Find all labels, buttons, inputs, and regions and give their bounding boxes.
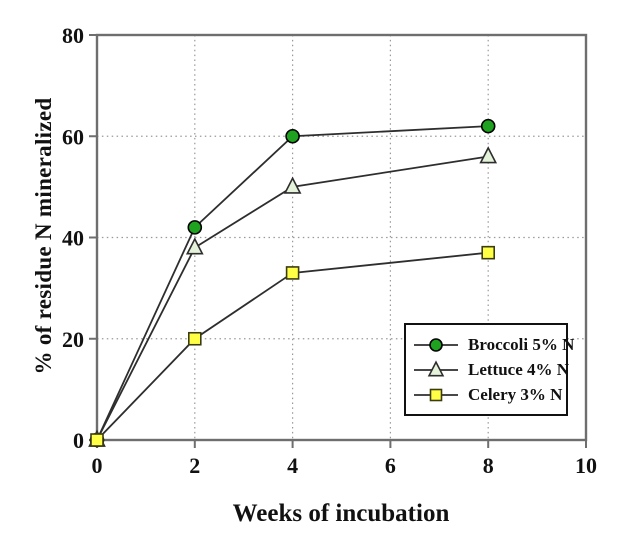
legend-marker-square-icon [414,388,458,401]
legend-item-lettuce: Lettuce 4% N [413,357,570,382]
tick-labels: 0 2 4 6 8 10 0 20 40 60 80 [62,23,597,478]
series-celery [90,245,496,447]
y-tick-label: 20 [62,327,84,352]
axis-ticks [89,34,587,448]
x-tick-label: 2 [189,453,200,478]
legend-marker-circle-icon [414,337,458,352]
y-axis-label: % of residue N mineralized [31,97,56,375]
legend: Broccoli 5% N Lettuce 4% N Celery 3% N [404,323,574,416]
x-tick-label: 0 [92,453,103,478]
legend-item-broccoli: Broccoli 5% N [413,332,574,357]
x-tick-label: 4 [287,453,298,478]
x-axis-label: Weeks of incubation [232,500,450,527]
legend-label-broccoli: Broccoli 5% N [468,334,575,354]
y-tick-label: 40 [62,226,84,251]
y-tick-label: 80 [62,23,84,48]
y-tick-label: 60 [62,124,84,149]
x-tick-label: 8 [483,453,494,478]
y-tick-label: 0 [73,428,84,453]
legend-marker-triangle-icon [414,359,458,376]
legend-item-celery: Celery 3% N [413,382,566,407]
x-tick-label: 10 [575,453,597,478]
x-tick-label: 6 [385,453,396,478]
legend-label-lettuce: Lettuce 4% N [468,359,570,379]
legend-label-celery: Celery 3% N [468,384,563,404]
